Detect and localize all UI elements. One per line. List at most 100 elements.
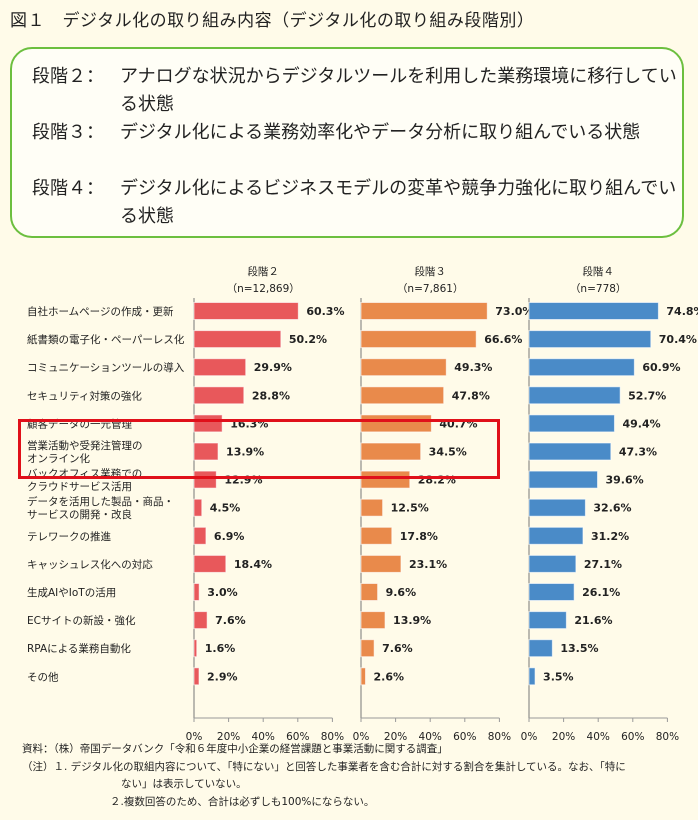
bar bbox=[360, 442, 422, 461]
category-label: 紙書類の電子化・ペーパーレス化 bbox=[27, 333, 185, 346]
category-label: テレワークの推進 bbox=[27, 530, 111, 543]
x-tick-label: 80% bbox=[321, 731, 344, 743]
x-tick-label: 0% bbox=[186, 731, 203, 743]
bar bbox=[193, 302, 299, 320]
data-label: 66.6% bbox=[484, 333, 522, 346]
data-label: 23.1% bbox=[409, 558, 447, 571]
data-label: 49.3% bbox=[454, 361, 492, 374]
definition-label: 段階４： bbox=[32, 178, 104, 199]
data-label: 3.5% bbox=[543, 670, 574, 683]
bar bbox=[528, 442, 612, 461]
bar bbox=[360, 358, 447, 377]
bar bbox=[360, 526, 393, 545]
bar bbox=[528, 583, 575, 601]
bar bbox=[528, 526, 584, 545]
data-label: 1.6% bbox=[205, 642, 236, 655]
category-label: データを活用した製品・商品・ bbox=[27, 495, 174, 508]
data-label: 47.8% bbox=[452, 389, 490, 402]
category-label: キャッシュレス化への対応 bbox=[27, 558, 153, 571]
bar bbox=[360, 470, 411, 489]
x-tick-label: 60% bbox=[453, 731, 476, 743]
source-note: 資料：（株）帝国データバンク「令和６年度中小企業の経営課題と事業活動に関する調査… bbox=[22, 743, 448, 755]
x-tick-label: 0% bbox=[521, 731, 538, 743]
data-label: 31.2% bbox=[591, 530, 629, 543]
x-tick-label: 40% bbox=[419, 731, 442, 743]
bar bbox=[360, 302, 488, 320]
bar bbox=[193, 583, 200, 601]
note-2: ２.複数回答のため、合計は必ずしも100%にならない。 bbox=[110, 795, 375, 808]
data-label: 32.6% bbox=[593, 502, 631, 515]
bar bbox=[360, 583, 379, 601]
data-label: 52.7% bbox=[628, 389, 666, 402]
data-label: 74.8% bbox=[666, 305, 698, 318]
data-label: 4.5% bbox=[210, 502, 241, 515]
data-label: 73.0% bbox=[495, 305, 533, 318]
series-sample-size: （n=778） bbox=[570, 283, 627, 295]
x-tick-label: 80% bbox=[488, 731, 511, 743]
data-label: 26.1% bbox=[582, 586, 620, 599]
bar bbox=[193, 498, 203, 517]
bar bbox=[528, 386, 621, 405]
definition-label: 段階２： bbox=[32, 66, 104, 87]
definition-label: 段階３： bbox=[32, 122, 104, 143]
data-label: 47.3% bbox=[619, 446, 657, 459]
data-label: 70.4% bbox=[659, 333, 697, 346]
note-1: （注）１. デジタル化の取組内容について、「特にない」と回答した事業者を含む合計… bbox=[22, 760, 626, 773]
category-label: 生成AIやIoTの活用 bbox=[27, 586, 116, 599]
x-tick-label: 80% bbox=[656, 731, 679, 743]
data-label: 50.2% bbox=[289, 333, 327, 346]
category-label: その他 bbox=[27, 670, 59, 683]
series-title: 段階３ bbox=[414, 265, 446, 278]
bar bbox=[360, 498, 384, 517]
data-label: 49.4% bbox=[622, 417, 660, 430]
x-tick-label: 40% bbox=[252, 731, 275, 743]
data-label: 18.4% bbox=[234, 558, 272, 571]
series-sample-size: （n=7,861） bbox=[397, 283, 464, 295]
bar bbox=[528, 330, 652, 349]
series-title: 段階４ bbox=[582, 265, 614, 278]
definition-text: アナログな状況からデジタルツールを利用した業務環境に移行している状態 bbox=[120, 66, 677, 115]
series-title: 段階２ bbox=[247, 265, 279, 278]
category-label: クラウドサービス活用 bbox=[27, 481, 132, 493]
bar bbox=[360, 386, 445, 405]
data-label: 7.6% bbox=[382, 642, 413, 655]
bar bbox=[193, 442, 219, 461]
data-label: 39.6% bbox=[606, 474, 644, 487]
bar bbox=[193, 526, 207, 545]
figure-title: 図１ デジタル化の取り組み内容（デジタル化の取り組み段階別） bbox=[10, 11, 535, 31]
bar bbox=[193, 667, 200, 686]
bar bbox=[193, 611, 208, 630]
data-label: 29.9% bbox=[254, 361, 292, 374]
data-label: 6.9% bbox=[214, 530, 245, 543]
data-label: 2.6% bbox=[373, 670, 404, 683]
data-label: 2.9% bbox=[207, 670, 238, 683]
bar bbox=[528, 498, 586, 517]
data-label: 17.8% bbox=[400, 530, 438, 543]
data-label: 34.5% bbox=[429, 446, 467, 459]
bar bbox=[193, 639, 198, 658]
category-label: コミュニケーションツールの導入 bbox=[27, 361, 185, 374]
bar bbox=[193, 330, 282, 349]
bar bbox=[193, 470, 217, 489]
definition-text: デジタル化による業務効率化やデータ分析に取り組んでいる状態 bbox=[120, 122, 641, 143]
data-label: 13.5% bbox=[560, 642, 598, 655]
x-tick-label: 20% bbox=[552, 731, 575, 743]
bar bbox=[528, 639, 553, 658]
data-label: 13.9% bbox=[393, 614, 431, 627]
category-label: 営業活動や受発注管理の bbox=[27, 439, 143, 452]
bar bbox=[193, 386, 245, 405]
note-1-continued: ない」は表示していない。 bbox=[121, 778, 247, 790]
series-sample-size: （n=12,869） bbox=[227, 283, 300, 295]
bar bbox=[528, 667, 536, 686]
data-label: 60.9% bbox=[642, 361, 680, 374]
category-label: 自社ホームページの作成・更新 bbox=[27, 305, 174, 318]
data-label: 7.6% bbox=[215, 614, 246, 627]
bar bbox=[528, 554, 577, 573]
data-label: 13.9% bbox=[226, 446, 264, 459]
category-label: RPAによる業務自動化 bbox=[27, 642, 131, 655]
bar bbox=[193, 358, 247, 377]
highlight-box bbox=[18, 419, 500, 479]
x-tick-label: 20% bbox=[384, 731, 407, 743]
bar bbox=[528, 611, 567, 630]
